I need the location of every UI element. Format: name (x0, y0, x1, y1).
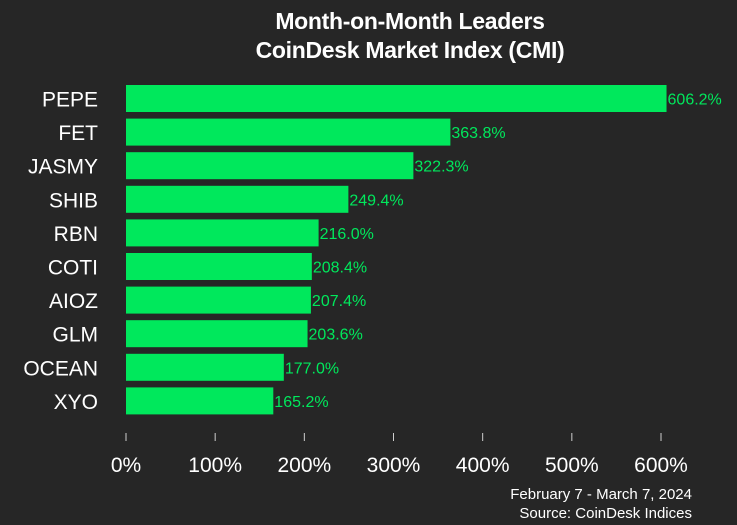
value-label-pepe: 606.2% (668, 92, 722, 109)
x-tick-label: 400% (456, 454, 510, 477)
chart-title-line-1: Month-on-Month Leaders (275, 8, 545, 34)
bar-pepe (126, 85, 667, 112)
category-label-ocean: OCEAN (23, 357, 98, 380)
x-tick-label: 0% (111, 454, 141, 477)
value-label-fet: 363.8% (451, 125, 505, 142)
x-tick-label: 300% (367, 454, 421, 477)
bar-shib (126, 185, 349, 213)
category-label-pepe: PEPE (42, 89, 98, 112)
bar-aioz (126, 286, 311, 314)
category-label-glm: GLM (52, 324, 98, 347)
date-range: February 7 - March 7, 2024 (510, 486, 692, 503)
category-label-coti: COTI (48, 257, 98, 280)
value-label-ocean: 177.0% (285, 360, 339, 377)
category-label-aioz: AIOZ (49, 290, 98, 313)
value-label-jasmy: 322.3% (414, 159, 468, 176)
x-tick-label: 500% (545, 454, 599, 477)
value-label-shib: 249.4% (349, 192, 403, 209)
bar-glm (126, 320, 308, 348)
chart-title-line-2: CoinDesk Market Index (CMI) (255, 37, 565, 63)
bar-fet (126, 118, 451, 146)
bar-rbn (126, 219, 319, 247)
source-note: Source: CoinDesk Indices (519, 505, 692, 522)
x-tick-label: 100% (188, 454, 242, 477)
category-label-shib: SHIB (49, 189, 98, 212)
category-label-xyo: XYO (54, 391, 98, 414)
x-tick-label: 600% (634, 454, 688, 477)
value-label-xyo: 165.2% (274, 394, 328, 411)
bar-jasmy (126, 152, 414, 180)
value-label-aioz: 207.4% (312, 293, 366, 310)
bar-ocean (126, 353, 284, 381)
category-label-rbn: RBN (54, 223, 98, 246)
category-label-jasmy: JASMY (28, 156, 98, 179)
x-tick-label: 200% (277, 454, 331, 477)
value-label-coti: 208.4% (313, 260, 367, 277)
bar-coti (126, 253, 312, 280)
value-label-rbn: 216.0% (320, 226, 374, 243)
category-label-fet: FET (58, 122, 98, 145)
bar-xyo (126, 387, 274, 415)
value-label-glm: 203.6% (309, 327, 363, 344)
